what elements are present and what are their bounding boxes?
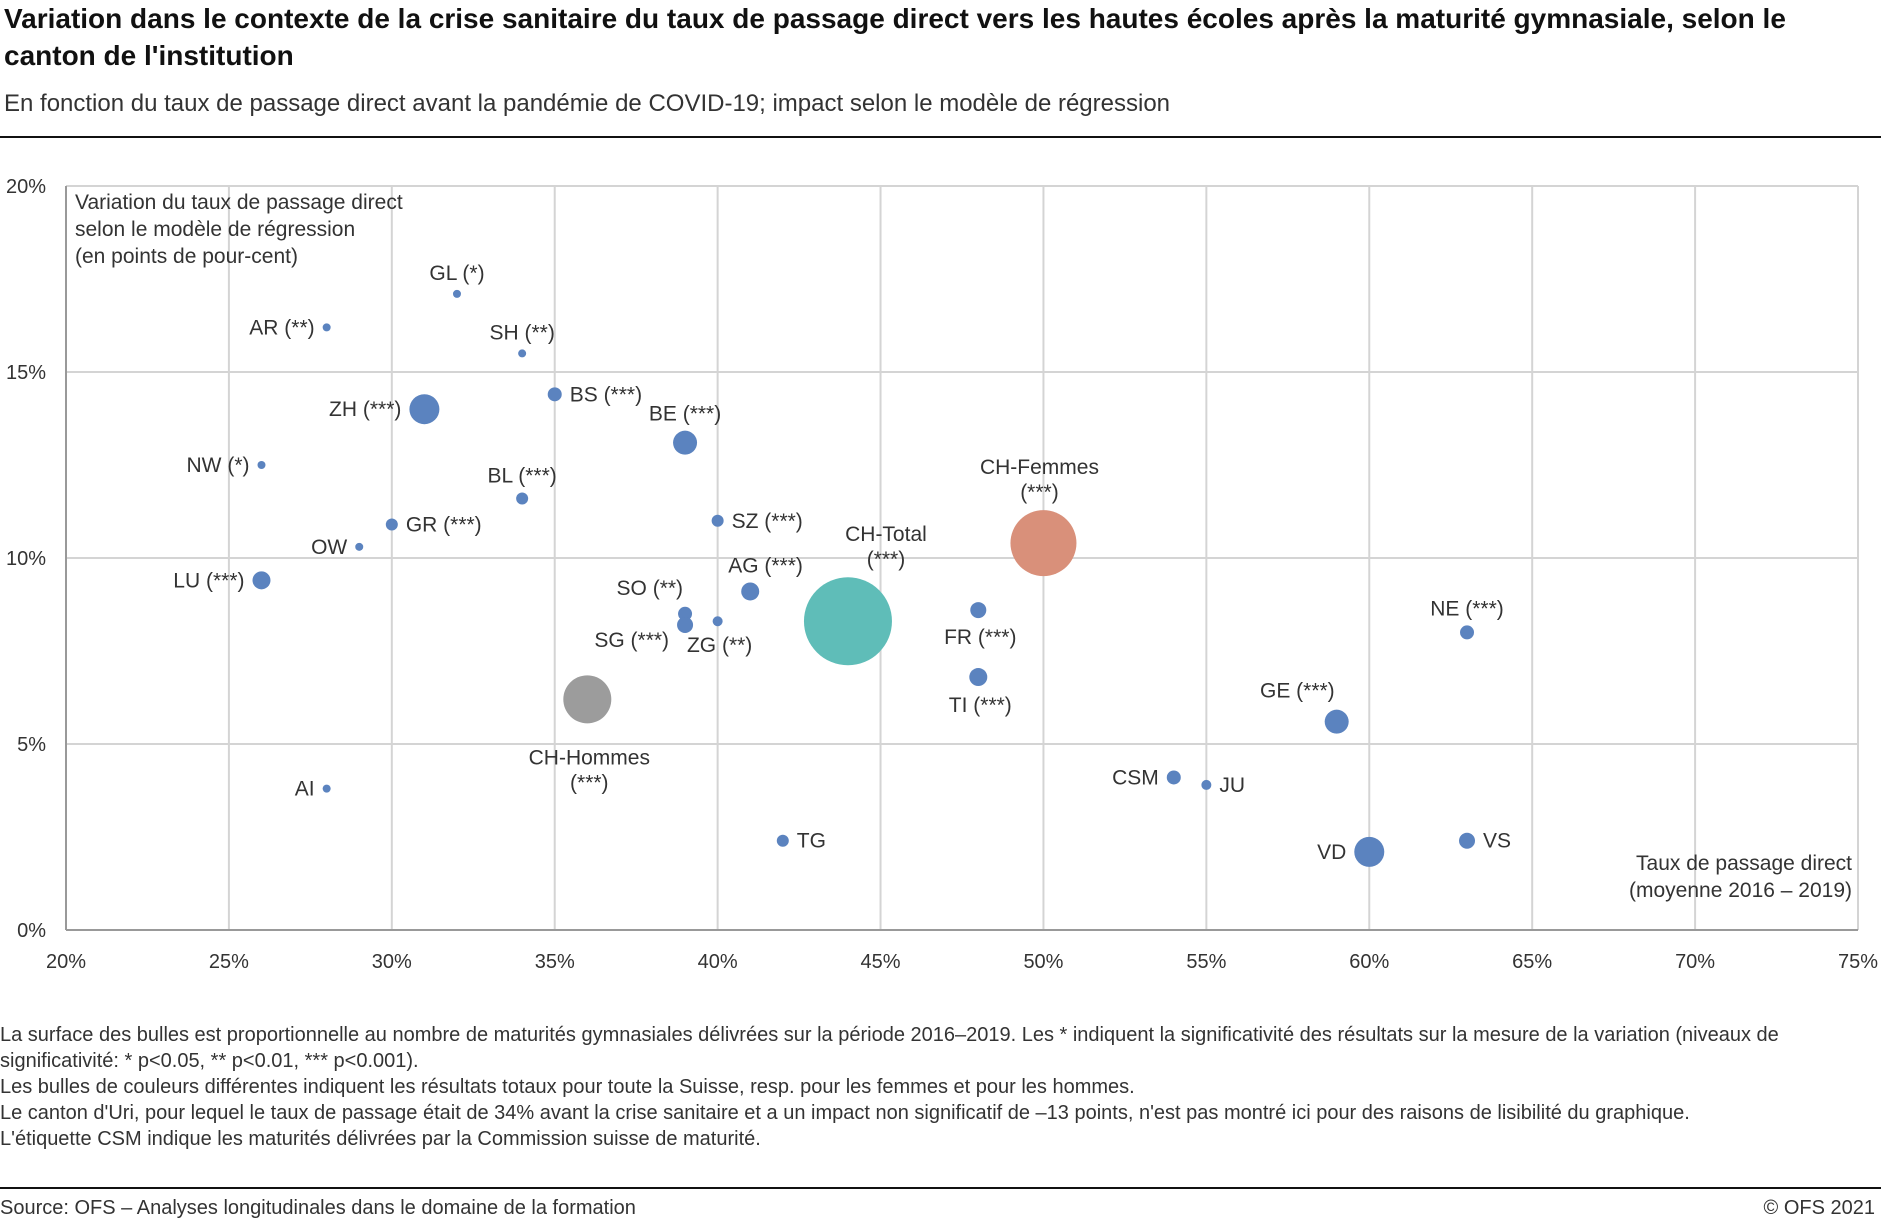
bubble-label-fr: FR (***): [944, 626, 1016, 649]
copyright-text: © OFS 2021: [1763, 1197, 1875, 1219]
bubble-so: [678, 606, 693, 621]
x-tick-label: 25%: [209, 951, 249, 973]
chart-subtitle: En fonction du taux de passage direct av…: [4, 90, 1171, 117]
y-axis-title: Variation du taux de passage direct: [75, 191, 403, 214]
x-tick-label: 30%: [372, 951, 412, 973]
bubble-label-ch-femmes: (***): [1020, 481, 1059, 504]
x-axis-title: (moyenne 2016 – 2019): [1629, 879, 1852, 902]
bubble-ar: [322, 323, 331, 332]
y-tick-label: 15%: [6, 362, 46, 384]
bubble-label-ai: AI: [295, 778, 315, 801]
y-axis-title: (en points de pour-cent): [75, 245, 298, 268]
bubble-zg: [712, 616, 723, 627]
bubble-label-vd: VD: [1317, 841, 1346, 864]
bubble-label-sg: SG (***): [594, 629, 669, 652]
x-tick-label: 65%: [1512, 951, 1552, 973]
bubble-sh: [518, 349, 527, 358]
bubble-zh: [409, 394, 440, 425]
bubble-label-ju: JU: [1219, 774, 1245, 797]
bubble-ne: [1460, 625, 1475, 640]
y-tick-label: 5%: [17, 734, 46, 756]
x-axis-title: Taux de passage direct: [1636, 852, 1852, 875]
note-bubble-size: La surface des bulles est proportionnell…: [0, 1024, 1779, 1072]
bubble-label-sz: SZ (***): [732, 510, 803, 533]
bubble-sz: [711, 514, 724, 527]
bottom-divider: [0, 1187, 1881, 1189]
y-axis-title: selon le modèle de régression: [75, 218, 355, 241]
bubble-ti: [969, 668, 988, 687]
note-bubble-colors: Les bulles de couleurs différentes indiq…: [0, 1076, 1135, 1098]
bubble-gr: [385, 518, 398, 531]
bubble-ai: [322, 784, 331, 793]
bubble-lu: [252, 571, 271, 590]
bubble-tg: [776, 834, 789, 847]
bubble-ch-total: [803, 577, 892, 666]
bubble-nw: [257, 461, 266, 469]
x-tick-label: 40%: [698, 951, 738, 973]
bubble-label-so: SO (**): [617, 577, 684, 600]
source-text: Source: OFS – Analyses longitudinales da…: [0, 1197, 636, 1219]
chart-notes: La surface des bulles est proportionnell…: [0, 1022, 1860, 1152]
x-tick-label: 70%: [1675, 951, 1715, 973]
bubble-label-vs: VS: [1483, 830, 1511, 853]
bubble-label-csm: CSM: [1112, 766, 1159, 789]
bubble-label-gl: GL (*): [429, 262, 484, 285]
bubble-label-ow: OW: [311, 536, 347, 559]
bubble-chart: 20% 25% 30% 35% 40% 45% 50% 55% 60% 65% 70% 75% 0% 5%…: [6, 176, 1878, 973]
bubble-label-bl: BL (***): [488, 464, 557, 487]
bubble-ge: [1324, 709, 1349, 734]
bubble-label-bs: BS (***): [570, 383, 642, 406]
bubble-vs: [1459, 832, 1476, 849]
bubble-be: [673, 430, 698, 455]
bubble-label-ge: GE (***): [1260, 680, 1335, 703]
bubble-ch-hommes: [563, 675, 612, 724]
bubble-ju: [1201, 779, 1212, 790]
bubble-vd: [1354, 836, 1385, 867]
x-tick-label: 45%: [861, 951, 901, 973]
bubble-label-sh: SH (**): [489, 321, 554, 344]
bubble-label-zg: ZG (**): [687, 634, 752, 657]
bubble-label-be: BE (***): [649, 403, 721, 426]
bubble-label-ch-hommes: (***): [570, 771, 609, 794]
bubble-label-ne: NE (***): [1430, 597, 1504, 620]
bubble-label-zh: ZH (***): [329, 398, 401, 421]
top-divider: [0, 136, 1881, 138]
bubble-label-gr: GR (***): [406, 514, 482, 537]
y-tick-label: 0%: [17, 920, 46, 942]
bubble-label-ch-total: (***): [867, 548, 906, 571]
bubble-sg: [677, 616, 694, 633]
x-tick-label: 35%: [535, 951, 575, 973]
bubble-label-nw: NW (*): [187, 454, 250, 477]
bubble-label-tg: TG: [797, 830, 826, 853]
bubble-ag: [741, 582, 760, 601]
x-tick-label: 75%: [1838, 951, 1878, 973]
bubble-bs: [547, 387, 562, 402]
bubble-bl: [516, 492, 529, 505]
note-uri: Le canton d'Uri, pour lequel le taux de …: [0, 1102, 1690, 1124]
bubble-csm: [1166, 770, 1181, 785]
bubble-label-ar: AR (**): [249, 316, 314, 339]
x-tick-label: 55%: [1186, 951, 1226, 973]
bubble-label-ch-hommes: CH-Hommes: [529, 746, 650, 769]
x-tick-label: 60%: [1349, 951, 1389, 973]
bubble-label-lu: LU (***): [173, 569, 244, 592]
y-tick-label: 20%: [6, 176, 46, 198]
bubble-ow: [355, 542, 364, 551]
bubble-label-ag: AG (***): [728, 554, 803, 577]
bubble-ch-femmes: [1010, 510, 1077, 577]
x-tick-label: 20%: [46, 951, 86, 973]
x-tick-label: 50%: [1023, 951, 1063, 973]
bubble-label-ti: TI (***): [949, 694, 1012, 717]
bubble-label-ch-total: CH-Total: [845, 523, 927, 546]
note-csm: L'étiquette CSM indique les maturités dé…: [0, 1128, 761, 1150]
chart-title: Variation dans le contexte de la crise s…: [4, 3, 1786, 71]
y-tick-label: 10%: [6, 548, 46, 570]
bubble-fr: [970, 602, 987, 619]
bubble-gl: [452, 289, 461, 298]
bubble-label-ch-femmes: CH-Femmes: [980, 456, 1099, 479]
